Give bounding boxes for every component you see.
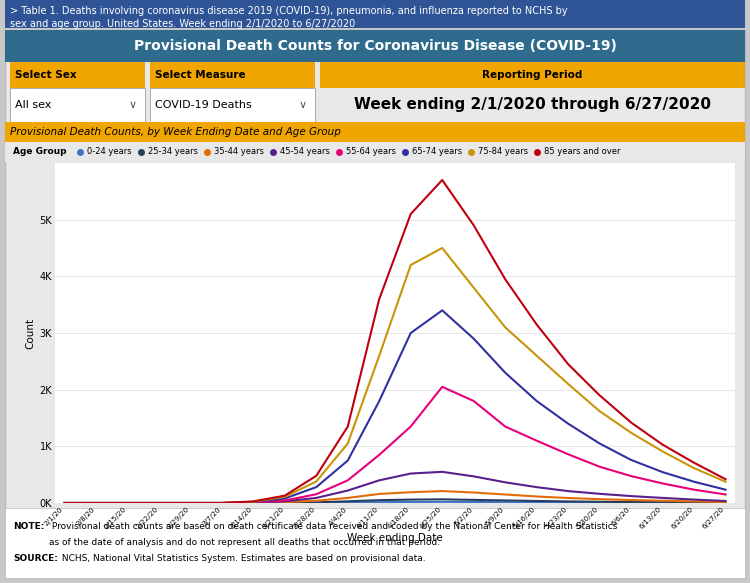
Text: > Table 1. Deaths involving coronavirus disease 2019 (COVID-19), pneumonia, and : > Table 1. Deaths involving coronavirus … xyxy=(10,6,568,16)
Text: sex and age group. United States. Week ending 2/1/2020 to 6/27/2020: sex and age group. United States. Week e… xyxy=(10,19,356,29)
Text: NOTE:: NOTE: xyxy=(13,522,44,531)
Text: NCHS, National Vital Statistics System. Estimates are based on provisional data.: NCHS, National Vital Statistics System. … xyxy=(59,554,426,563)
Text: 75-84 years: 75-84 years xyxy=(478,147,528,156)
Text: Provisional Death Counts for Coronavirus Disease (COVID-19): Provisional Death Counts for Coronavirus… xyxy=(134,39,616,53)
Bar xyxy=(5,508,745,578)
Bar xyxy=(5,142,745,162)
Text: 25-34 years: 25-34 years xyxy=(148,147,198,156)
X-axis label: Week ending Date: Week ending Date xyxy=(347,533,442,543)
Text: All sex: All sex xyxy=(15,100,51,110)
Text: SOURCE:: SOURCE: xyxy=(13,554,58,563)
Text: Week ending 2/1/2020 through 6/27/2020: Week ending 2/1/2020 through 6/27/2020 xyxy=(354,97,711,113)
Text: Provisional Death Counts, by Week Ending Date and Age Group: Provisional Death Counts, by Week Ending… xyxy=(10,127,340,137)
Text: Provisional death counts are based on death certificate data received and coded : Provisional death counts are based on de… xyxy=(49,522,617,531)
Text: Reporting Period: Reporting Period xyxy=(482,70,583,80)
Text: Select Sex: Select Sex xyxy=(15,70,76,80)
Text: 0-24 years: 0-24 years xyxy=(87,147,132,156)
Text: 45-54 years: 45-54 years xyxy=(280,147,330,156)
Bar xyxy=(150,62,315,88)
Y-axis label: Count: Count xyxy=(26,317,35,349)
Bar xyxy=(5,122,745,142)
Text: ∨: ∨ xyxy=(298,100,307,110)
Text: as of the date of analysis and do not represent all deaths that occurred in that: as of the date of analysis and do not re… xyxy=(49,538,440,547)
Text: ∨: ∨ xyxy=(129,100,137,110)
Bar xyxy=(320,62,745,88)
Bar xyxy=(150,88,315,122)
Text: Age Group: Age Group xyxy=(13,147,67,156)
Text: 85 years and over: 85 years and over xyxy=(544,147,620,156)
Text: 55-64 years: 55-64 years xyxy=(346,147,396,156)
Bar xyxy=(10,62,145,88)
Bar xyxy=(5,30,745,62)
Bar xyxy=(5,0,745,28)
Text: 65-74 years: 65-74 years xyxy=(412,147,462,156)
Text: Select Measure: Select Measure xyxy=(155,70,246,80)
Text: COVID-19 Deaths: COVID-19 Deaths xyxy=(155,100,252,110)
Text: 35-44 years: 35-44 years xyxy=(214,147,264,156)
Bar xyxy=(10,88,145,122)
